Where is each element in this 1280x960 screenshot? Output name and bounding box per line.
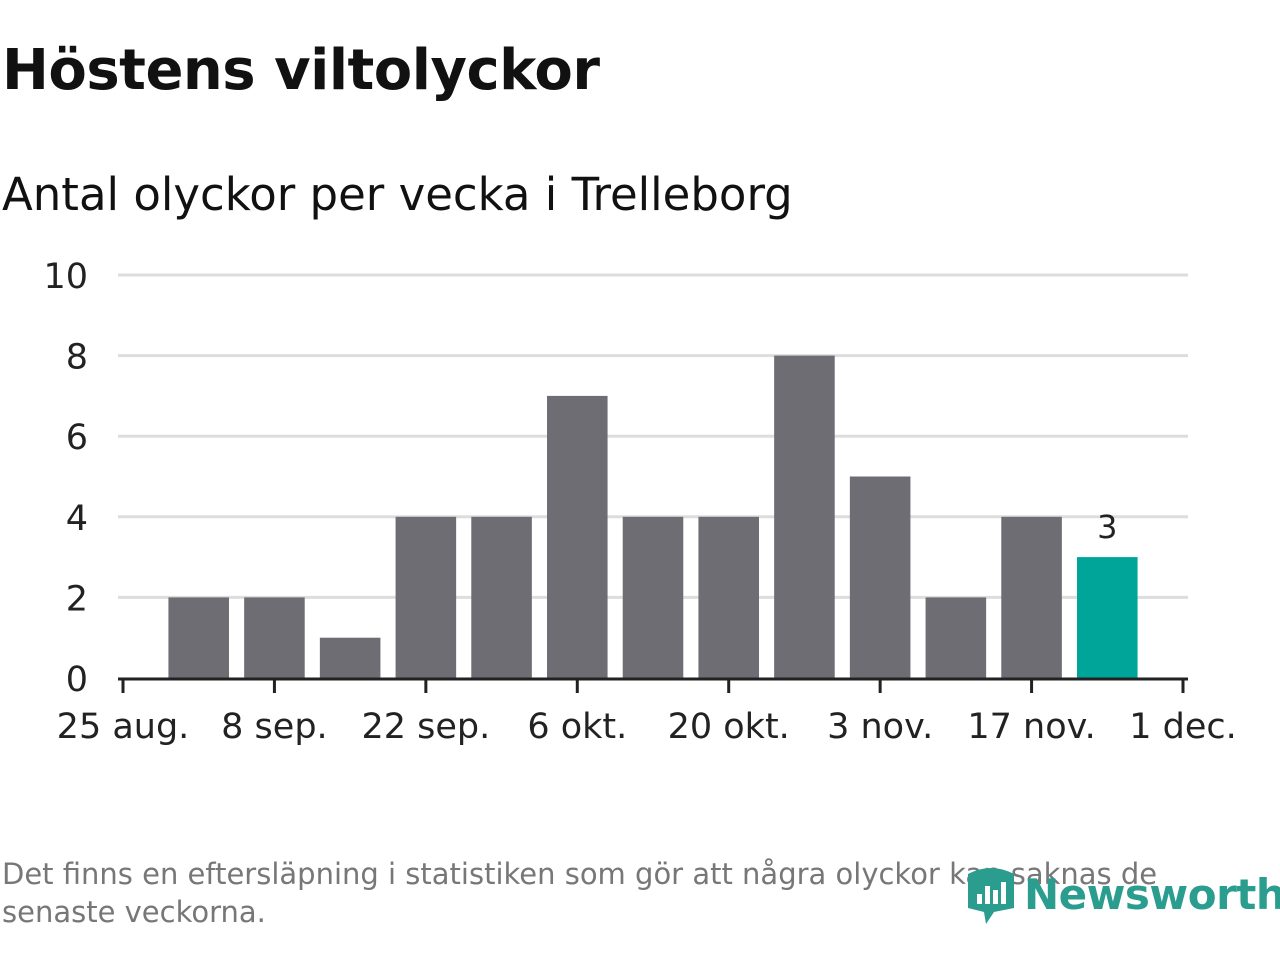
chart-subtitle: Antal olyckor per vecka i Trelleborg bbox=[2, 168, 793, 221]
bars bbox=[168, 355, 1138, 678]
bar-2025-11-10 bbox=[925, 597, 987, 678]
x-axis-ticks: 25 aug. 8 sep. 22 sep. 6 okt. 20 okt. 3 nov. 1… bbox=[57, 678, 1237, 747]
bar-2025-10-27 bbox=[774, 355, 835, 678]
y-tick-label: 10 bbox=[43, 257, 88, 297]
x-tick-label: 6 okt. bbox=[527, 707, 627, 747]
x-tick-label: 17 nov. bbox=[967, 707, 1095, 747]
chart-title: Höstens viltolyckor bbox=[2, 38, 600, 103]
bar-2025-09-01 bbox=[168, 597, 229, 678]
bar-2025-11-17 bbox=[1001, 516, 1062, 678]
y-tick-label: 8 bbox=[66, 338, 88, 378]
footnote: Det finns en eftersläpning i statistiken… bbox=[2, 857, 1158, 929]
y-tick-label: 6 bbox=[66, 418, 88, 458]
bar-2025-09-15 bbox=[319, 637, 381, 678]
y-tick-label: 2 bbox=[66, 579, 88, 619]
x-tick-label: 1 dec. bbox=[1129, 707, 1237, 747]
bar-chart: 0 2 4 6 8 10 25 aug. 8 sep. 22 sep. 6 okt. 20 okt… bbox=[43, 257, 1237, 747]
data-labels: 3 bbox=[1097, 508, 1117, 546]
y-tick-label: 4 bbox=[66, 499, 88, 539]
brand-name: Newsworthy bbox=[1024, 869, 1280, 919]
x-tick-label: 8 sep. bbox=[221, 707, 328, 747]
y-tick-label: 0 bbox=[66, 660, 88, 700]
x-tick-label: 20 okt. bbox=[668, 707, 790, 747]
bar-2025-10-13 bbox=[622, 516, 684, 678]
bar-2025-09-08 bbox=[244, 597, 305, 678]
brand-logo: Newsworthy bbox=[964, 862, 1280, 926]
bar-2025-09-22 bbox=[395, 516, 457, 678]
bar-2025-10-06 bbox=[547, 395, 608, 678]
y-axis-ticks: 0 2 4 6 8 10 bbox=[43, 257, 88, 700]
bar-2025-10-20 bbox=[698, 516, 759, 678]
x-tick-label: 25 aug. bbox=[57, 707, 190, 747]
newsworthy-logo-icon bbox=[968, 868, 1014, 924]
bar-2025-11-03 bbox=[849, 476, 911, 678]
x-tick-label: 22 sep. bbox=[361, 707, 490, 747]
data-label: 3 bbox=[1097, 508, 1117, 546]
bar-2025-09-29 bbox=[471, 516, 532, 678]
x-tick-label: 3 nov. bbox=[827, 707, 933, 747]
bar-2025-11-24 bbox=[1077, 557, 1138, 678]
